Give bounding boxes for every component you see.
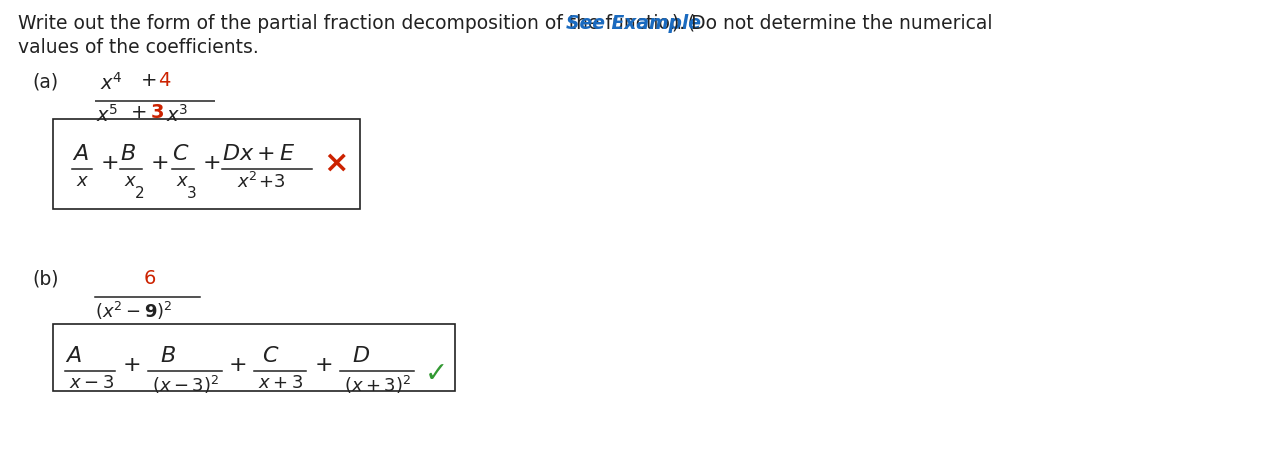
Text: $\mathbf{\times}$: $\mathbf{\times}$ (323, 148, 347, 179)
Text: $+$: $+$ (140, 72, 156, 90)
Text: $D$: $D$ (352, 344, 370, 366)
Text: ). Do not determine the numerical: ). Do not determine the numerical (672, 14, 992, 33)
Text: $C$: $C$ (262, 344, 279, 366)
Text: $(x^2 - \mathbf{9})^2$: $(x^2 - \mathbf{9})^2$ (95, 299, 173, 321)
Text: $B$: $B$ (119, 143, 136, 165)
Text: $4$: $4$ (157, 72, 171, 90)
Text: $+$: $+$ (100, 152, 118, 174)
Text: ✓: ✓ (425, 359, 448, 387)
Text: $x$: $x$ (124, 172, 137, 190)
Text: (b): (b) (32, 269, 58, 288)
Text: $x^4$: $x^4$ (100, 72, 123, 94)
Bar (53, 120, 359, 210)
Text: $+$: $+$ (202, 152, 220, 174)
Text: $+$: $+$ (229, 353, 246, 375)
Text: $(x - 3)^2$: $(x - 3)^2$ (152, 373, 220, 395)
Text: $+$: $+$ (122, 353, 140, 375)
Text: $x - 3$: $x - 3$ (69, 373, 114, 391)
Text: $x^3$: $x^3$ (166, 104, 188, 126)
Text: $A$: $A$ (72, 143, 89, 165)
Text: Write out the form of the partial fraction decomposition of the function (: Write out the form of the partial fracti… (18, 14, 695, 33)
Text: $3$: $3$ (185, 185, 197, 201)
Text: $B$: $B$ (160, 344, 177, 366)
Text: $+$: $+$ (150, 152, 168, 174)
Bar (53, 324, 455, 391)
Text: $C$: $C$ (171, 143, 189, 165)
Text: (a): (a) (32, 72, 58, 91)
Text: $2$: $2$ (135, 185, 144, 201)
Text: $+$: $+$ (130, 104, 146, 122)
Text: $(x + 3)^2$: $(x + 3)^2$ (344, 373, 411, 395)
Text: $x + 3$: $x + 3$ (258, 373, 304, 391)
Text: $A$: $A$ (65, 344, 81, 366)
Text: $6$: $6$ (144, 269, 156, 288)
Text: $x$: $x$ (177, 172, 189, 190)
Text: See Example: See Example (566, 14, 701, 33)
Text: $x^5$: $x^5$ (97, 104, 118, 126)
Text: $x^2\!+\!3$: $x^2\!+\!3$ (237, 172, 286, 192)
Text: $+$: $+$ (314, 353, 333, 375)
Text: values of the coefficients.: values of the coefficients. (18, 38, 259, 57)
Text: $x$: $x$ (76, 172, 89, 190)
Text: $\mathbf{3}$: $\mathbf{3}$ (150, 104, 164, 122)
Text: $Dx + E$: $Dx + E$ (222, 143, 296, 165)
